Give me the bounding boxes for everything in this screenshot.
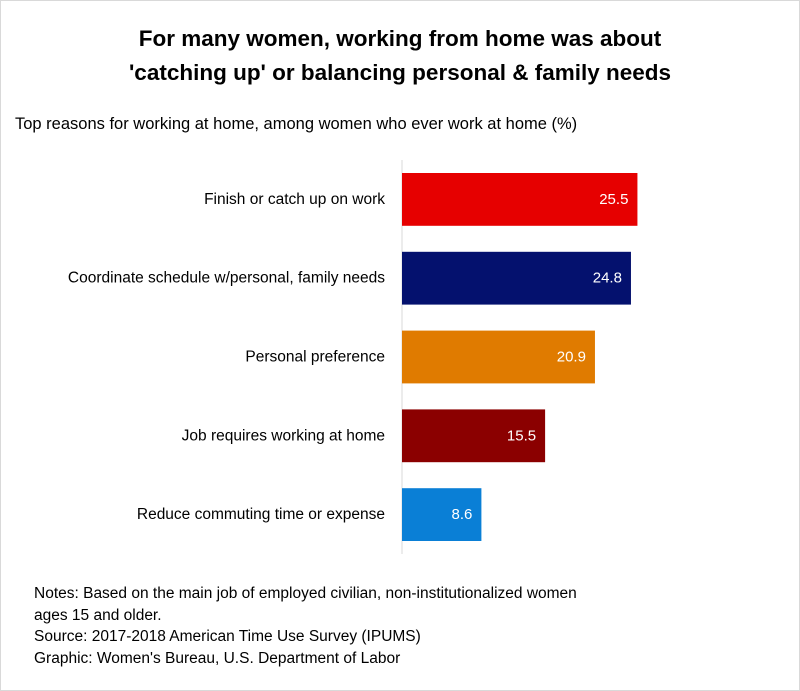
value-label-3: 20.9: [557, 349, 586, 366]
bar-4: [402, 409, 546, 463]
notes-block: Notes: Based on the main job of employed…: [34, 583, 734, 669]
bar-2: [402, 251, 631, 305]
category-label-3: Personal preference: [245, 349, 385, 366]
value-label-1: 25.5: [599, 191, 628, 208]
category-label-1: Finish or catch up on work: [204, 191, 385, 208]
graphic-credit: Graphic: Women's Bureau, U.S. Department…: [34, 649, 401, 667]
category-label-2: Coordinate schedule w/personal, family n…: [68, 270, 385, 287]
bar-chart: Finish or catch up on work 25.5 Coordinate…: [68, 160, 638, 554]
chart-title-line-2: 'catching up' or balancing personal & fa…: [128, 60, 672, 85]
source-text: Source: 2017-2018 American Time Use Surv…: [34, 628, 421, 645]
value-label-5: 8.6: [452, 506, 473, 523]
bar-1: [402, 173, 638, 226]
value-label-4: 15.5: [507, 427, 536, 444]
chart-title-line-1: For many women, working from home was ab…: [138, 26, 662, 51]
value-label-2: 24.8: [593, 270, 622, 287]
chart-title: For many women, working from home was ab…: [0, 22, 800, 90]
category-label-4: Job requires working at home: [182, 427, 385, 444]
notes-text: Notes: Based on the main job of employed…: [34, 585, 577, 624]
bar-5: [402, 488, 482, 541]
bar-3: [402, 330, 595, 384]
category-label-5: Reduce commuting time or expense: [137, 506, 385, 523]
chart-subtitle: Top reasons for working at home, among w…: [15, 115, 578, 133]
